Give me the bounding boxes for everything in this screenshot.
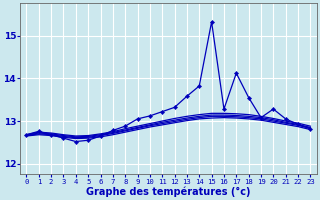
- X-axis label: Graphe des températures (°c): Graphe des températures (°c): [86, 186, 251, 197]
